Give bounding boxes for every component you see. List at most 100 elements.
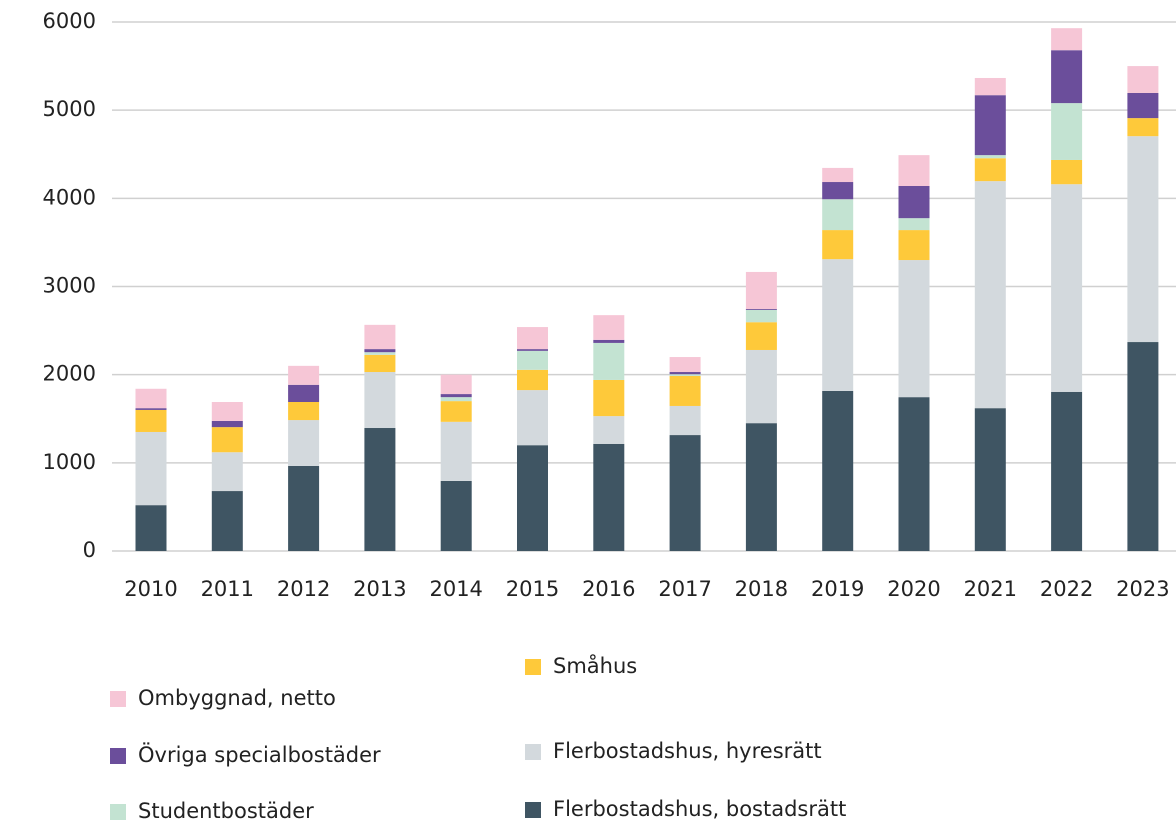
bar-segment <box>745 349 777 424</box>
bar-segment <box>822 182 854 200</box>
x-tick-label: 2017 <box>658 577 711 601</box>
legend-swatch <box>525 744 541 760</box>
bar-segment <box>822 167 854 183</box>
legend-swatch <box>110 748 126 764</box>
bar-segment <box>288 365 320 385</box>
bar-segment <box>135 409 167 432</box>
bar-segment <box>745 308 777 310</box>
bar-segment <box>135 431 167 506</box>
bar-segment <box>593 339 625 343</box>
bar-segment <box>1127 118 1159 137</box>
bar-segment <box>1051 391 1083 551</box>
bar-segment <box>364 349 396 353</box>
x-tick-label: 2016 <box>582 577 635 601</box>
bar-segment <box>440 421 472 481</box>
bar-segment <box>517 350 548 370</box>
bar-segment <box>745 309 777 323</box>
bar-segment <box>517 390 548 446</box>
bar-segment <box>288 401 320 421</box>
bar-segment <box>364 372 396 429</box>
x-tick-label: 2014 <box>429 577 482 601</box>
bar-segment <box>898 218 930 231</box>
bar-segment <box>669 435 701 551</box>
bar-segment <box>822 230 854 260</box>
bar-segment <box>364 324 396 350</box>
bar-segment <box>211 420 243 428</box>
bar-segment <box>135 505 167 551</box>
x-tick-label: 2019 <box>811 577 864 601</box>
y-tick-label: 0 <box>83 538 96 562</box>
bar-segment <box>745 322 777 350</box>
legend-label: Studentbostäder <box>138 799 314 823</box>
bar-segment <box>440 401 472 422</box>
bar-segment <box>974 77 1006 96</box>
x-tick-label: 2021 <box>964 577 1017 601</box>
x-tick-label: 2011 <box>201 577 254 601</box>
bar-segment <box>517 369 548 391</box>
bar-segment <box>440 397 472 402</box>
bar-segment <box>669 357 701 373</box>
bar-segment <box>135 388 167 409</box>
bar-segment <box>669 405 701 436</box>
legend-swatch <box>525 802 541 818</box>
x-tick-label: 2015 <box>506 577 559 601</box>
y-tick-label: 3000 <box>43 274 96 298</box>
bar-segment <box>440 374 472 395</box>
y-tick-label: 5000 <box>43 97 96 121</box>
bar-segment <box>974 181 1006 409</box>
x-tick-label: 2020 <box>887 577 940 601</box>
x-tick-label: 2013 <box>353 577 406 601</box>
bar-segment <box>1127 342 1159 551</box>
bar-segment <box>593 443 625 551</box>
bar-segment <box>974 95 1006 156</box>
bar-segment <box>364 354 396 373</box>
bar-segment <box>822 259 854 391</box>
bar-segment <box>974 408 1006 551</box>
bar-segment <box>669 374 701 376</box>
bar-segment <box>440 480 472 551</box>
x-tick-label: 2018 <box>735 577 788 601</box>
x-tick-label: 2023 <box>1116 577 1169 601</box>
bar-segment <box>364 352 396 355</box>
bar-segment <box>1051 159 1083 185</box>
legend-swatch <box>110 804 126 820</box>
bar-segment <box>974 158 1006 182</box>
bar-segment <box>669 375 701 406</box>
bar-segment <box>288 384 320 402</box>
bar-segment <box>211 427 243 453</box>
bar-segment <box>898 260 930 398</box>
y-tick-label: 4000 <box>43 185 96 209</box>
bar-segment <box>517 327 548 350</box>
legend-swatch <box>110 691 126 707</box>
legend-label: Småhus <box>553 653 637 678</box>
bar-segment <box>669 372 701 375</box>
bar-segment <box>211 491 243 551</box>
bar-segment <box>1051 184 1083 392</box>
bar-segment <box>593 342 625 380</box>
bar-segment <box>364 428 396 551</box>
bar-segment <box>898 155 930 186</box>
x-tick-label: 2012 <box>277 577 330 601</box>
legend-label: Flerbostadshus, bostadsrätt <box>553 797 846 821</box>
bar-segment <box>1051 103 1083 160</box>
bar-segment <box>211 401 243 421</box>
bar-segment <box>517 445 548 551</box>
bar-segment <box>593 315 625 340</box>
bar-segment <box>898 185 930 219</box>
legend-swatch <box>525 659 541 675</box>
legend-label: Övriga specialbostäder <box>138 742 381 767</box>
bar-segment <box>745 423 777 551</box>
bar-segment <box>288 420 320 466</box>
bar-segment <box>593 379 625 417</box>
bar-segment <box>135 408 167 410</box>
bar-segment <box>898 230 930 261</box>
bar-segment <box>1051 28 1083 51</box>
bar-segment <box>745 271 777 309</box>
bar-segment <box>898 397 930 551</box>
legend-label: Ombyggnad, netto <box>138 686 336 710</box>
x-tick-label: 2022 <box>1040 577 1093 601</box>
bar-segment <box>440 394 472 398</box>
bar-segment <box>517 349 548 351</box>
y-tick-label: 2000 <box>43 362 96 386</box>
